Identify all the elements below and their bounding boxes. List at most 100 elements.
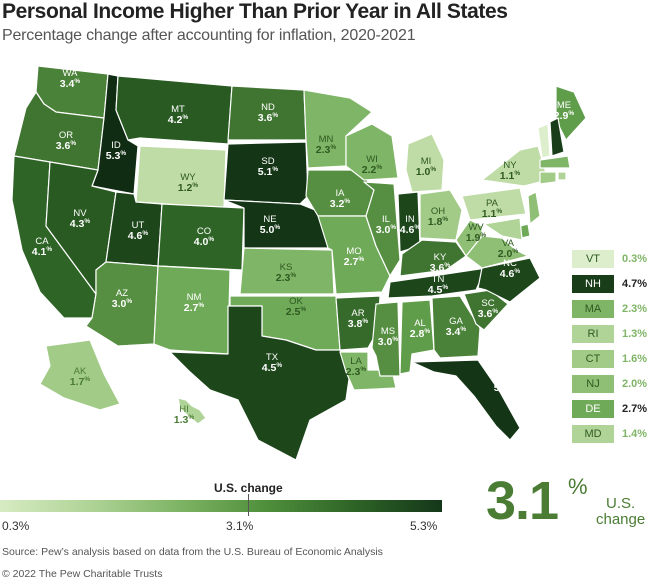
state-value-fl: 5.0%: [494, 382, 515, 394]
state-code-sd: SD: [261, 156, 274, 167]
state-code-fl: FL: [498, 372, 509, 383]
state-code-az: AZ: [116, 288, 128, 299]
legend-value-ct: 1.6%: [622, 353, 648, 365]
legend-value-nh: 4.7%: [622, 278, 648, 290]
us-change-label: U.S. change: [596, 496, 645, 528]
chart-title: Personal Income Higher Than Prior Year i…: [2, 0, 508, 23]
legend-row-nh: NH 4.7%: [572, 275, 648, 293]
state-code-ne: NE: [263, 214, 276, 225]
state-code-nm: NM: [187, 292, 202, 303]
state-code-co: CO: [197, 226, 211, 237]
legend-value-vt: 0.3%: [622, 253, 648, 265]
state-code-pa: PA: [486, 198, 499, 209]
state-code-ca: CA: [35, 236, 49, 247]
state-code-nc: NC: [503, 258, 517, 269]
state-wv: [455, 219, 483, 257]
state-oh: [419, 189, 463, 241]
state-nc: [477, 257, 541, 303]
state-ks: [239, 247, 335, 295]
legend-value-ma: 2.3%: [622, 303, 648, 315]
scale-max-label: 5.3%: [410, 519, 438, 533]
state-mi: [405, 133, 445, 193]
state-code-mo: MO: [346, 246, 361, 257]
state-tn: [387, 267, 487, 299]
state-md: [483, 217, 523, 241]
state-sc: [463, 289, 509, 331]
state-ms: [371, 301, 401, 377]
legend-state-nh: NH: [572, 275, 614, 293]
state-ri: [557, 171, 567, 181]
state-code-oh: OH: [431, 206, 445, 217]
state-code-va: VA: [502, 238, 515, 249]
legend-state-nj: NJ: [572, 375, 614, 393]
chart-subtitle: Percentage change after accounting for i…: [2, 27, 416, 44]
legend-state-md: MD: [572, 425, 614, 443]
legend-value-nj: 2.0%: [622, 378, 648, 390]
state-code-mn: MN: [319, 134, 334, 145]
state-code-ut: UT: [132, 220, 145, 231]
scale-mid-label: 3.1%: [226, 519, 254, 533]
state-ak: [39, 339, 121, 411]
legend-row-nj: NJ 2.0%: [572, 375, 648, 393]
state-code-ak: AK: [74, 366, 87, 377]
state-nm: [153, 265, 231, 355]
state-ma: [539, 155, 571, 169]
state-sd: [223, 141, 309, 205]
legend-row-de: DE 2.7%: [572, 400, 648, 418]
state-value-hi: 1.3%: [174, 414, 195, 426]
state-code-ok: OK: [289, 296, 303, 307]
state-code-ar: AR: [351, 308, 364, 319]
state-code-wa: WA: [63, 68, 79, 79]
state-hi: [177, 397, 207, 425]
legend-value-ri: 1.3%: [622, 328, 648, 340]
state-fl: [411, 359, 521, 441]
state-al: [399, 299, 435, 375]
state-code-ga: GA: [449, 316, 463, 327]
us-change-percent: %: [568, 474, 588, 499]
state-code-me: ME: [557, 100, 571, 111]
state-code-wv: WV: [468, 222, 484, 233]
state-code-mi: MI: [421, 156, 432, 167]
state-code-tn: TN: [432, 274, 445, 285]
legend-row-vt: VT 0.3%: [572, 250, 648, 268]
state-value-ky: 3.6%: [430, 262, 451, 274]
legend-state-ct: CT: [572, 350, 614, 368]
us-change-value: 3.1: [486, 471, 559, 531]
state-vt: [537, 123, 551, 159]
state-ct: [539, 171, 557, 185]
state-code-or: OR: [59, 130, 73, 141]
state-nj: [527, 191, 541, 225]
state-code-wi: WI: [366, 154, 378, 165]
state-code-ia: IA: [336, 188, 346, 199]
legend-row-ct: CT 1.6%: [572, 350, 648, 368]
state-code-tx: TX: [266, 352, 279, 363]
state-code-ny: NY: [503, 160, 517, 171]
scale-min-label: 0.3%: [2, 519, 30, 533]
state-code-in: IN: [405, 214, 415, 225]
legend-state-ma: MA: [572, 300, 614, 318]
copyright-note: © 2022 The Pew Charitable Trusts: [2, 568, 163, 580]
legend-state-vt: VT: [572, 250, 614, 268]
legend-state-de: DE: [572, 400, 614, 418]
state-value-pa: 1.1%: [482, 208, 503, 220]
legend-row-ri: RI 1.3%: [572, 325, 648, 343]
state-ga: [431, 295, 481, 359]
state-code-nd: ND: [261, 102, 275, 113]
state-la: [339, 351, 397, 391]
state-code-hi: HI: [179, 404, 189, 415]
state-code-nv: NV: [73, 208, 87, 219]
state-nh: [549, 117, 565, 157]
state-tx: [169, 305, 351, 461]
state-me: [555, 85, 587, 141]
legend-row-ma: MA 2.3%: [572, 300, 648, 318]
us-change-tick: [248, 494, 249, 516]
us-change-label-line1: U.S.: [606, 495, 636, 512]
state-code-id: ID: [111, 140, 121, 151]
legend-row-md: MD 1.4%: [572, 425, 648, 443]
state-il: [363, 181, 401, 277]
state-pa: [461, 187, 527, 221]
state-code-wy: WY: [180, 172, 196, 183]
legend-value-md: 1.4%: [622, 428, 648, 440]
us-map: WA3.4%OR3.6%CA4.1%ID5.3%NV4.3%MT4.2%WY1.…: [11, 65, 587, 461]
state-code-mt: MT: [171, 104, 185, 115]
